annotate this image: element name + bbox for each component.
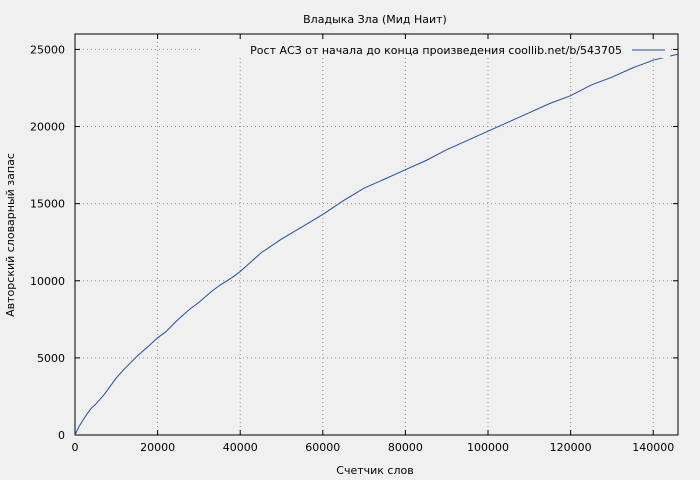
legend-background [200,42,670,58]
y-tick-label: 20000 [30,121,65,134]
plot-area [75,34,678,435]
y-axis-label: Авторский словарный запас [4,153,17,317]
y-tick-label: 5000 [37,352,65,365]
x-tick-label: 140000 [632,441,674,454]
x-tick-label: 120000 [550,441,592,454]
x-axis-label: Счетчик слов [336,464,413,477]
y-tick-label: 10000 [30,275,65,288]
series-layer [74,53,679,436]
x-tick-label: 0 [72,441,79,454]
series-line [74,53,679,436]
y-tick-label: 15000 [30,198,65,211]
plot-border [74,33,679,436]
legend: Рост АСЗ от начала до конца произведения… [200,42,670,58]
grid [75,34,678,435]
y-tick-label: 0 [58,429,65,442]
y-tick-label: 25000 [30,43,65,56]
x-tick-label: 100000 [467,441,509,454]
x-tick-label: 60000 [305,441,340,454]
x-tick-label: 80000 [388,441,423,454]
legend-label: Рост АСЗ от начала до конца произведения… [250,44,622,57]
x-tick-label: 40000 [223,441,258,454]
axis-ticks: 0 20000 40000 60000 80000 100000 120000 140000 0… [30,34,678,454]
chart-title: Владыка Зла (Мид Наит) [303,13,447,26]
x-tick-label: 20000 [140,441,175,454]
